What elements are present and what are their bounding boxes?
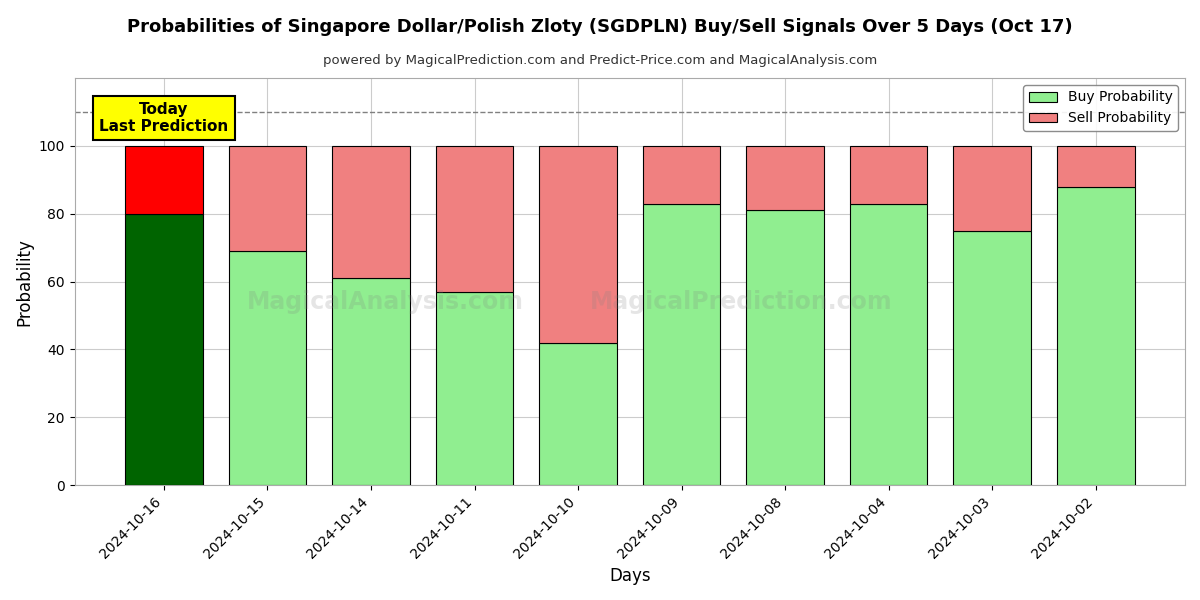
Bar <box>746 146 824 211</box>
Bar <box>850 146 928 203</box>
Text: MagicalAnalysis.com: MagicalAnalysis.com <box>247 290 524 314</box>
Bar <box>643 203 720 485</box>
Bar <box>229 146 306 251</box>
Text: MagicalPrediction.com: MagicalPrediction.com <box>589 290 892 314</box>
Bar <box>332 278 410 485</box>
Bar <box>746 211 824 485</box>
Bar <box>1057 146 1134 187</box>
Bar <box>229 251 306 485</box>
Bar <box>539 343 617 485</box>
Bar <box>125 214 203 485</box>
Text: Probabilities of Singapore Dollar/Polish Zloty (SGDPLN) Buy/Sell Signals Over 5 : Probabilities of Singapore Dollar/Polish… <box>127 18 1073 36</box>
X-axis label: Days: Days <box>610 567 650 585</box>
Bar <box>953 230 1031 485</box>
Bar <box>643 146 720 203</box>
Bar <box>332 146 410 278</box>
Text: Today
Last Prediction: Today Last Prediction <box>100 102 228 134</box>
Bar <box>539 146 617 343</box>
Bar <box>436 146 514 292</box>
Bar <box>953 146 1031 230</box>
Y-axis label: Probability: Probability <box>16 238 34 326</box>
Bar <box>125 146 203 214</box>
Legend: Buy Probability, Sell Probability: Buy Probability, Sell Probability <box>1024 85 1178 131</box>
Bar <box>436 292 514 485</box>
Text: powered by MagicalPrediction.com and Predict-Price.com and MagicalAnalysis.com: powered by MagicalPrediction.com and Pre… <box>323 54 877 67</box>
Bar <box>850 203 928 485</box>
Bar <box>1057 187 1134 485</box>
